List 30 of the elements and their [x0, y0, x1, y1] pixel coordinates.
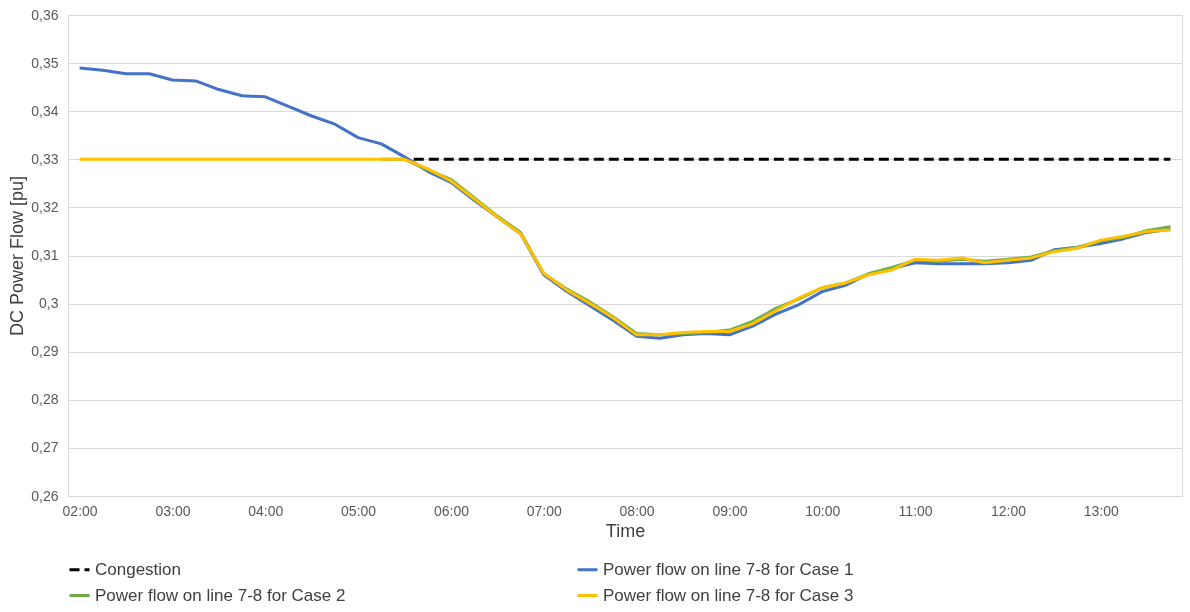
y-tick-label: 0,31	[31, 247, 59, 263]
y-tick-label: 0,32	[31, 198, 59, 215]
legend-label: Power flow on line 7-8 for Case 1	[603, 559, 854, 579]
x-tick-label: 08:00	[619, 502, 655, 519]
y-tick-label: 0,34	[31, 102, 59, 119]
legend-label: Congestion	[95, 559, 182, 579]
x-tick-label: 07:00	[526, 502, 562, 519]
x-tick-label: 06:00	[433, 502, 470, 519]
y-tick-label: 0,36	[31, 6, 59, 23]
x-tick-label: 04:00	[248, 502, 284, 519]
y-axis-title: DC Power Flow [pu]	[7, 175, 28, 337]
x-tick-label: 10:00	[805, 502, 841, 519]
x-tick-label: 11:00	[898, 502, 933, 519]
x-tick-label: 12:00	[990, 502, 1027, 519]
x-tick-label: 13:00	[1083, 502, 1119, 519]
legend-label: Power flow on line 7-8 for Case 2	[95, 585, 346, 605]
y-tick-label: 0,27	[31, 439, 59, 456]
x-tick-label: 09:00	[712, 502, 748, 519]
y-tick-label: 0,33	[31, 150, 59, 167]
x-axis-title: Time	[605, 520, 646, 541]
y-tick-label: 0,3	[39, 295, 59, 312]
y-tick-label: 0,35	[31, 54, 59, 71]
x-tick-label: 05:00	[341, 502, 377, 519]
y-tick-label: 0,28	[31, 391, 59, 408]
y-tick-label: 0,29	[31, 343, 59, 360]
x-tick-label: 02:00	[62, 502, 98, 519]
legend-label: Power flow on line 7-8 for Case 3	[603, 585, 854, 605]
line-series	[78, 157, 1172, 337]
y-tick-label: 0,26	[31, 487, 59, 504]
x-tick-label: 03:00	[155, 502, 191, 519]
